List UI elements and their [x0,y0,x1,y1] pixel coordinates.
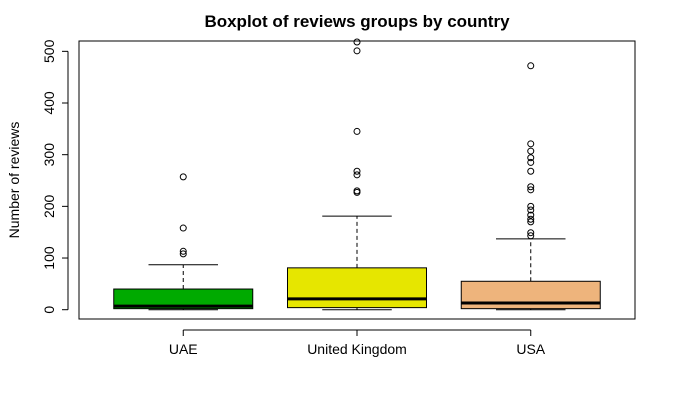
box-iqr [460,280,601,310]
chart-title: Boxplot of reviews groups by country [204,12,510,31]
outlier-point [527,229,535,237]
box-group [113,173,254,311]
x-tick-label: United Kingdom [307,341,407,357]
outlier-point [527,140,535,148]
outlier-point [527,202,535,210]
plot-frame [78,40,636,320]
outlier-point [527,211,535,219]
x-axis: UAE United Kingdom USA [169,329,546,357]
outlier-point [179,173,187,181]
outlier-point [527,154,535,162]
outlier-point [527,183,535,191]
y-tick-label: 400 [41,91,57,115]
outlier-point [527,206,535,214]
outlier-point [527,167,535,175]
y-tick-label: 500 [41,39,57,63]
outlier-point [527,147,535,155]
y-tick-label: 300 [41,143,57,167]
outlier-point [527,215,535,223]
boxes-layer [113,38,601,311]
outlier-point [353,187,361,195]
outlier-point [527,158,535,166]
y-axis-label: Number of reviews [6,122,22,239]
outlier-point [179,247,187,255]
outlier-point [353,38,361,46]
outlier-point [353,127,361,135]
x-tick-label: USA [516,341,545,357]
y-tick-label: 0 [41,306,57,314]
outlier-point [179,250,187,258]
outlier-point [527,62,535,70]
box-group [287,38,427,311]
outlier-point [527,232,535,240]
outlier-point [353,47,361,55]
y-tick-label: 100 [41,246,57,270]
outlier-point [527,218,535,226]
y-axis: 0 100 200 300 400 500 [41,39,69,314]
x-tick-label: UAE [169,341,198,357]
outlier-point [353,167,361,175]
box-iqr [287,267,427,309]
box-iqr [113,288,254,310]
outlier-point [179,224,187,232]
box-group [460,62,601,311]
y-tick-label: 200 [41,194,57,218]
outlier-point [527,186,535,194]
outlier-point [353,171,361,179]
